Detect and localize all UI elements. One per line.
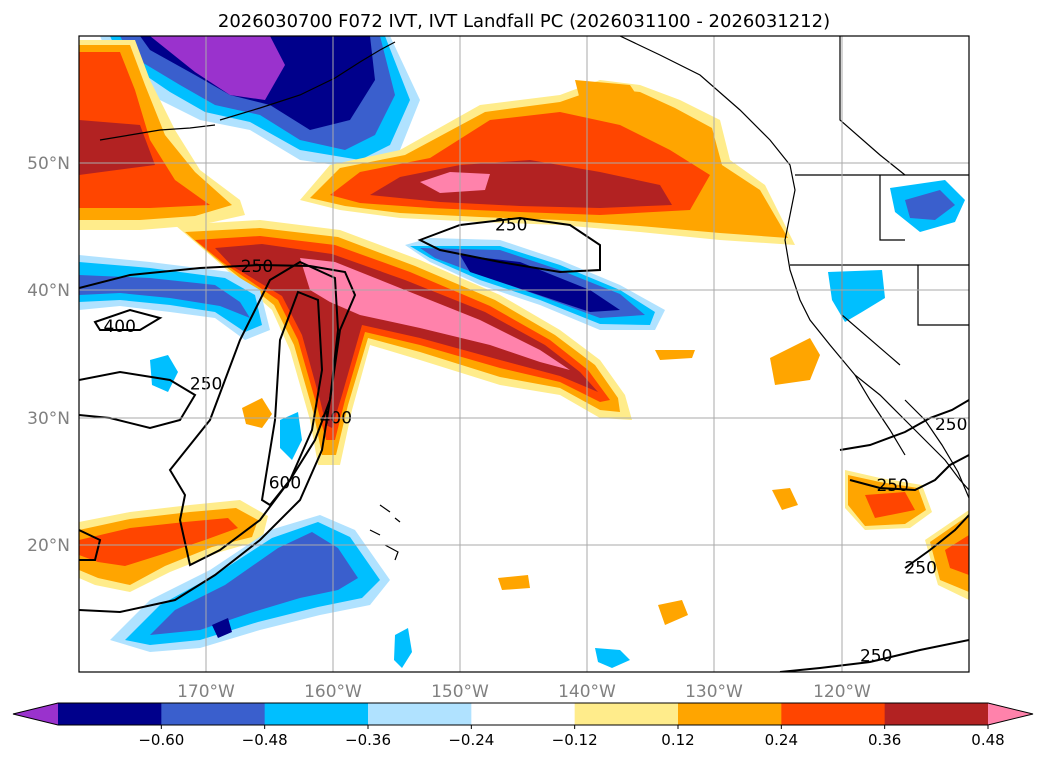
contour-label: 250 <box>935 415 967 435</box>
us-state-border <box>879 175 905 241</box>
ivt-contour-250-east-lower <box>849 454 969 492</box>
x-tick-label: 130°W <box>685 682 743 702</box>
pos-region-southeast <box>658 600 688 625</box>
colorbar-outline <box>12 702 1034 726</box>
colorbar-tick-label: 0.48 <box>971 731 1004 749</box>
pos-region-gulf-alaska <box>420 172 490 193</box>
ivt-contours <box>79 216 969 672</box>
neg-region-interior <box>905 190 955 220</box>
pos-region-southeast <box>865 492 915 518</box>
neg-region-west <box>280 412 302 460</box>
colorbar-tick-label: −0.36 <box>345 731 391 749</box>
contour-label: 250 <box>904 559 936 579</box>
colorbar-segment <box>264 703 369 725</box>
hawaii-island <box>394 517 401 523</box>
map-frame <box>78 35 970 673</box>
y-tick-label: 40°N <box>27 281 70 301</box>
gridlines <box>79 36 969 672</box>
ivt-contour-250-southeast <box>904 514 969 569</box>
aleutian-islands <box>99 124 216 141</box>
colorbar-segment <box>678 703 782 725</box>
hawaii-island <box>369 529 381 536</box>
pos-region-southeast <box>772 488 798 510</box>
contour-label: 400 <box>103 317 135 337</box>
colorbar-tick-label: 0.12 <box>661 731 694 749</box>
neg-region-west <box>79 275 250 318</box>
neg-region-west <box>150 355 178 392</box>
ivt-contour-250-bottom <box>779 639 969 672</box>
colorbar-tick-label: 0.24 <box>765 731 798 749</box>
pos-region-southeast <box>498 575 530 590</box>
neg-region-central <box>460 255 620 312</box>
pos-region-northeast <box>575 80 640 108</box>
contour-label: 250 <box>495 215 527 235</box>
latitude-labels: 50°N 40°N 30°N 20°N <box>27 154 70 556</box>
pos-region-gulf-alaska <box>370 160 672 208</box>
y-tick-label: 20°N <box>27 536 70 556</box>
colorbar-extend-low <box>13 703 58 725</box>
contour-label: 400 <box>320 409 352 429</box>
colorbar <box>12 702 1034 726</box>
north-america-coast <box>619 36 969 491</box>
ivt-contour-250-north <box>417 216 601 274</box>
colorbar-tick-label: −0.12 <box>552 731 598 749</box>
us-state-border <box>917 265 969 326</box>
ivt-contour-400-main <box>168 260 340 567</box>
neg-region-south <box>150 532 358 635</box>
ivt-contour-400-west <box>93 308 163 331</box>
ivt-contour-250-south <box>79 529 102 561</box>
colorbar-segment <box>368 703 472 725</box>
x-tick-label: 160°W <box>304 682 362 702</box>
contour-label: 600 <box>269 473 301 493</box>
colorbar-segment <box>574 703 679 725</box>
ivt-contour-250-inner <box>79 370 197 430</box>
colorbar-segment <box>781 703 886 725</box>
neg-region-south <box>595 648 630 668</box>
alaska-coast <box>219 41 396 121</box>
longitude-labels: 170°W 160°W 150°W 140°W 130°W 120°W <box>177 682 871 702</box>
contour-label: 250 <box>241 257 273 277</box>
map-title: 2026030700 F072 IVT, IVT Landfall PC (20… <box>218 11 830 32</box>
x-tick-label: 170°W <box>177 682 235 702</box>
neg-region-south <box>212 618 232 638</box>
colorbar-tick-label: 0.36 <box>868 731 901 749</box>
colorbar-tick-label: −0.24 <box>448 731 494 749</box>
ivt-contour-250-east <box>839 399 969 451</box>
mexico-coast <box>904 399 969 499</box>
y-tick-label: 30°N <box>27 409 70 429</box>
pos-region-ar-main <box>300 258 570 370</box>
hawaii-island <box>384 544 399 561</box>
pos-region-southeast <box>655 350 695 360</box>
neg-region-alaska <box>150 36 285 100</box>
hawaii-island <box>379 504 391 513</box>
colorbar-segment <box>161 703 266 725</box>
colorbar-tick-labels: −0.60 −0.48 −0.36 −0.24 −0.12 0.12 0.24 0.36 0.4… <box>138 725 1005 749</box>
colorbar-segment <box>884 703 989 725</box>
colorbar-segment <box>58 703 162 725</box>
baja-peninsula <box>854 374 906 456</box>
x-tick-label: 150°W <box>431 682 489 702</box>
pos-region-southeast <box>770 338 820 385</box>
x-tick-label: 140°W <box>558 682 616 702</box>
x-tick-label: 120°W <box>813 682 871 702</box>
colorbar-tick-label: −0.60 <box>138 731 184 749</box>
y-tick-label: 50°N <box>27 154 70 174</box>
contour-label: 250 <box>876 476 908 496</box>
colorbar-tick-label: −0.48 <box>242 731 288 749</box>
colorbar-segment <box>471 703 576 725</box>
coastlines <box>99 36 969 561</box>
contour-label: 250 <box>860 646 892 666</box>
pos-region-southwest <box>79 518 238 566</box>
bc-coast <box>839 36 906 176</box>
neg-region-south <box>394 628 412 668</box>
ivt-contour-600-main <box>260 290 324 507</box>
colorbar-extend-high <box>988 703 1033 725</box>
pos-region-small <box>242 398 272 428</box>
